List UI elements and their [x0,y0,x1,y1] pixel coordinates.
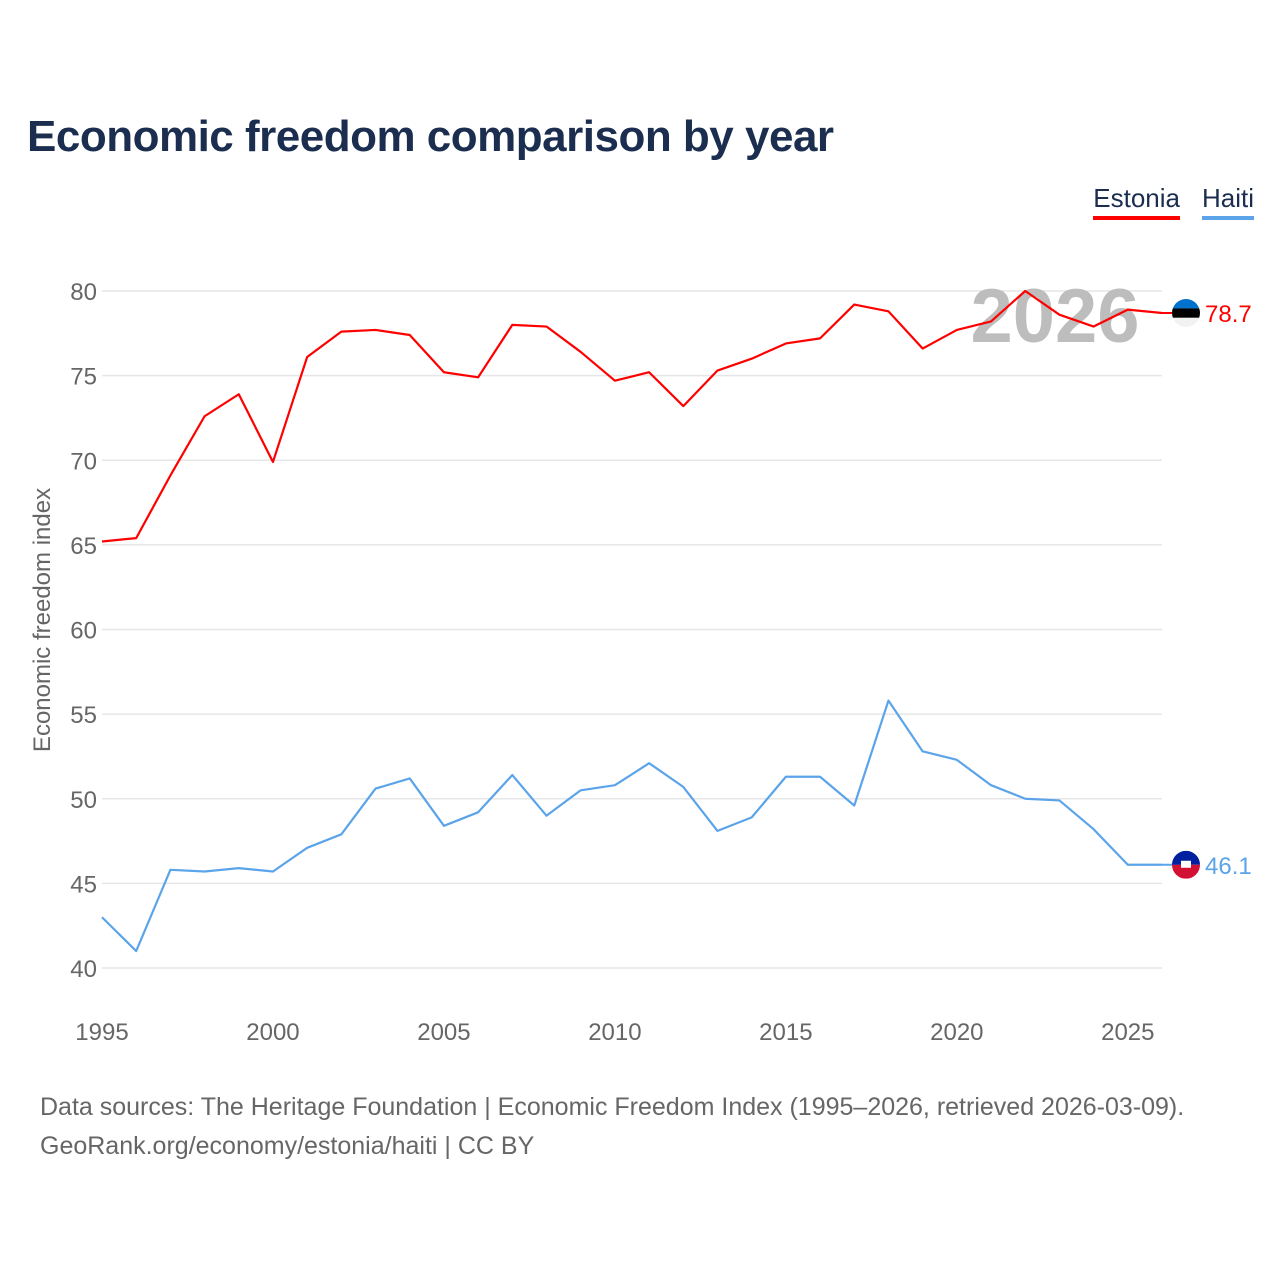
x-tick-label: 2025 [1101,1019,1154,1046]
year-watermark: 2026 [970,274,1139,359]
y-tick-label: 70 [70,448,97,475]
haiti-flag-icon [1172,850,1200,879]
x-tick-label: 2005 [417,1019,470,1046]
x-tick-label: 2020 [930,1019,983,1046]
legend: Estonia Haiti [1093,183,1254,220]
legend-item-haiti[interactable]: Haiti [1201,183,1254,220]
y-tick-label: 60 [70,618,97,645]
series-line-estonia [101,289,1163,543]
y-tick-label: 55 [70,702,97,729]
y-tick-label: 40 [70,956,97,983]
source-text: Data sources: The Heritage Foundation | … [40,1088,1184,1166]
x-tick-label: 1995 [75,1019,128,1046]
x-tick-label: 2000 [246,1019,299,1046]
y-tick-label: 45 [70,871,97,898]
y-axis-label: Economic freedom index [29,488,56,752]
series-line-haiti [101,699,1162,953]
x-tick-label: 2010 [588,1019,641,1046]
y-tick-label: 50 [70,787,97,814]
y-tick-label: 75 [70,364,97,391]
legend-item-estonia[interactable]: Estonia [1093,183,1180,220]
estonia-flag-icon [1172,299,1200,328]
source-line-2[interactable]: GeoRank.org/economy/estonia/haiti | CC B… [40,1132,535,1160]
end-label-estonia: 78.7 [1205,301,1252,328]
y-tick-label: 65 [70,533,97,560]
x-tick-label: 2015 [759,1019,812,1046]
end-label-haiti: 46.1 [1205,853,1252,880]
chart-title: Economic freedom comparison by year [27,112,834,161]
y-tick-label: 80 [70,279,97,306]
source-line-1: Data sources: The Heritage Foundation | … [40,1093,1185,1121]
